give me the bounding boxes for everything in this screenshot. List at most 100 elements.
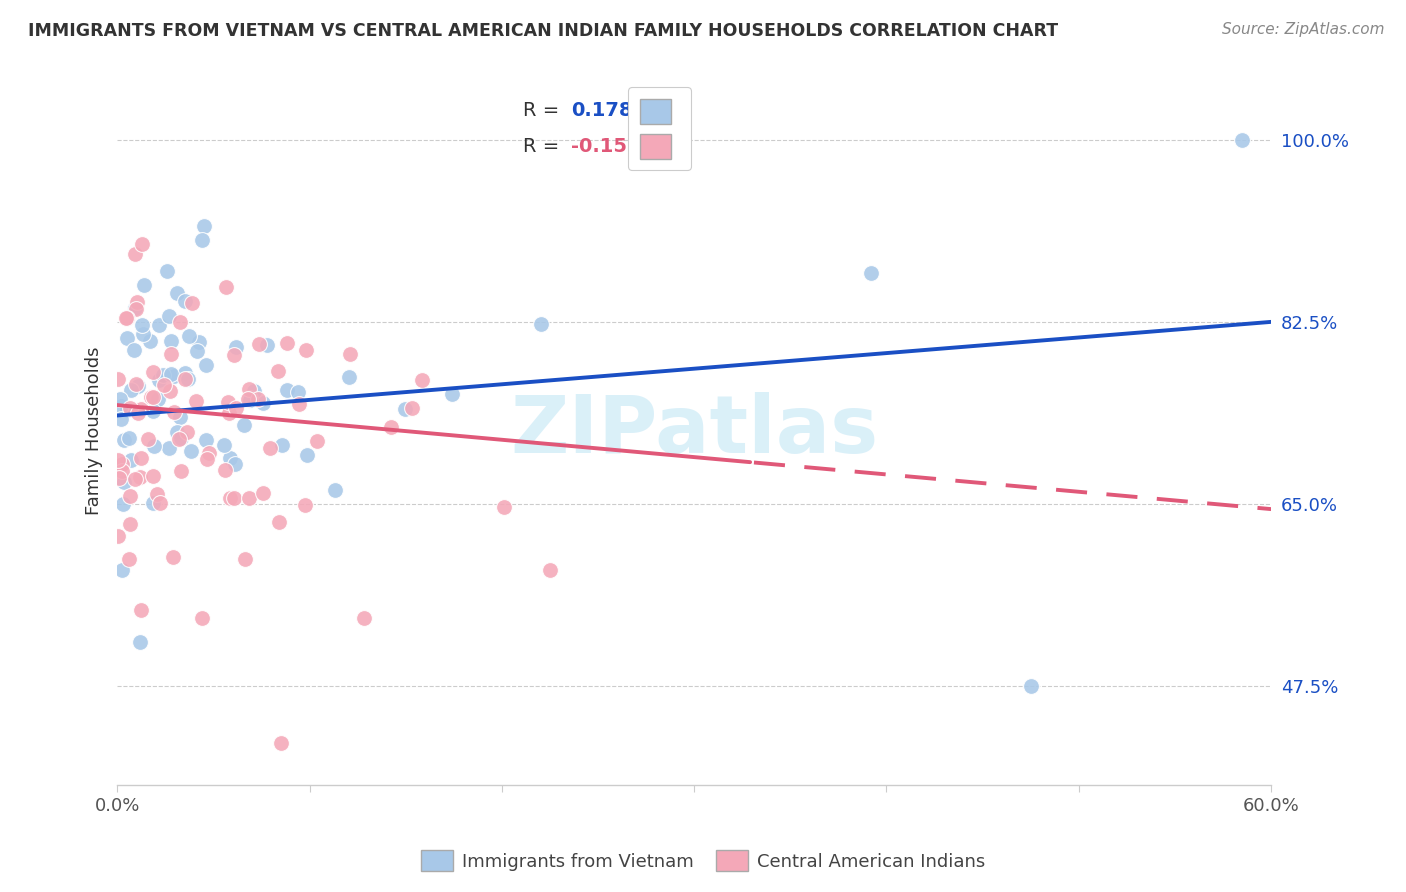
Point <box>125 377 148 392</box>
Point <box>124 301 146 316</box>
Point <box>115 403 138 417</box>
Point <box>235 552 257 566</box>
Point <box>195 434 218 448</box>
Point <box>115 331 138 345</box>
Point <box>167 432 190 446</box>
Point <box>218 450 240 465</box>
Point <box>180 296 202 310</box>
Point <box>163 369 186 384</box>
Point <box>195 452 218 467</box>
Point <box>219 491 242 506</box>
Point <box>287 384 309 399</box>
Text: N =: N = <box>631 102 668 120</box>
Point <box>195 358 218 372</box>
Point <box>256 337 278 351</box>
Point <box>170 464 193 478</box>
Point <box>108 471 131 485</box>
Point <box>246 392 269 407</box>
Text: IMMIGRANTS FROM VIETNAM VS CENTRAL AMERICAN INDIAN FAMILY HOUSEHOLDS CORRELATION: IMMIGRANTS FROM VIETNAM VS CENTRAL AMERI… <box>28 22 1059 40</box>
Point <box>323 483 346 497</box>
Point <box>166 425 188 439</box>
Point <box>112 434 135 448</box>
Text: -0.158: -0.158 <box>571 136 640 156</box>
Point <box>134 278 156 293</box>
Point <box>176 425 198 440</box>
Point <box>125 301 148 316</box>
Point <box>142 469 165 483</box>
Point <box>142 403 165 417</box>
Text: R =: R = <box>523 136 560 156</box>
Point <box>153 378 176 392</box>
Point <box>120 452 142 467</box>
Point <box>112 475 135 489</box>
Point <box>212 437 235 451</box>
Point <box>159 309 181 323</box>
Text: N =: N = <box>637 136 675 156</box>
Point <box>252 396 274 410</box>
Point <box>142 390 165 404</box>
Point <box>110 400 132 414</box>
Point <box>142 496 165 510</box>
Point <box>222 491 245 505</box>
Point <box>108 392 131 407</box>
Point <box>186 343 208 358</box>
Point <box>107 529 129 543</box>
Point <box>276 383 298 397</box>
Point <box>148 318 170 332</box>
Point <box>127 294 149 309</box>
Point <box>108 460 131 475</box>
Legend: Immigrants from Vietnam, Central American Indians: Immigrants from Vietnam, Central America… <box>413 843 993 879</box>
Point <box>179 329 201 343</box>
Point <box>110 411 132 425</box>
Point <box>115 310 138 325</box>
Point <box>157 441 180 455</box>
Point <box>198 445 221 459</box>
Point <box>107 372 129 386</box>
Point <box>120 517 142 532</box>
Point <box>243 384 266 398</box>
Point <box>129 635 152 649</box>
Point <box>247 337 270 351</box>
Point <box>294 343 316 357</box>
Point <box>139 334 162 348</box>
Point <box>128 469 150 483</box>
Point <box>174 293 197 308</box>
Point <box>238 392 260 406</box>
Point <box>288 397 311 411</box>
Point <box>259 442 281 456</box>
Point <box>129 603 152 617</box>
Point <box>170 432 193 446</box>
Point <box>225 341 247 355</box>
Point <box>394 401 416 416</box>
Point <box>159 384 181 398</box>
Point <box>270 736 292 750</box>
Point <box>177 372 200 386</box>
Text: R =: R = <box>523 102 560 120</box>
Point <box>166 285 188 300</box>
Point <box>111 497 134 511</box>
Point <box>380 420 402 434</box>
Point <box>859 266 882 280</box>
Point <box>131 236 153 251</box>
Point <box>337 369 360 384</box>
Point <box>107 453 129 467</box>
Legend: , : , <box>628 87 690 170</box>
Point <box>127 379 149 393</box>
Text: 70: 70 <box>659 102 686 120</box>
Point <box>162 549 184 564</box>
Point <box>232 418 254 433</box>
Point <box>127 405 149 419</box>
Point <box>142 365 165 379</box>
Point <box>252 485 274 500</box>
Point <box>129 450 152 465</box>
Point <box>152 368 174 383</box>
Point <box>148 373 170 387</box>
Point <box>295 448 318 462</box>
Point <box>124 473 146 487</box>
Point <box>222 348 245 362</box>
Point <box>218 406 240 420</box>
Point <box>159 368 181 382</box>
Point <box>117 551 139 566</box>
Point <box>239 392 262 406</box>
Point <box>190 611 212 625</box>
